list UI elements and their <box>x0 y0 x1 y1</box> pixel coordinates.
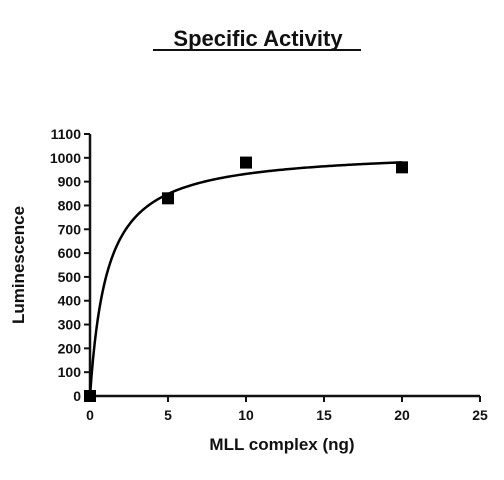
y-tick-label: 700 <box>58 221 82 237</box>
x-tick-label: 0 <box>86 407 94 423</box>
data-point <box>396 161 408 174</box>
y-tick-label: 0 <box>73 388 81 404</box>
y-tick-label: 1000 <box>50 150 81 166</box>
chart-title: Specific Activity <box>173 26 343 51</box>
y-tick-label: 500 <box>58 269 82 285</box>
y-tick-label: 400 <box>58 293 82 309</box>
y-tick-label: 900 <box>58 174 82 190</box>
y-tick-label: 800 <box>58 197 82 213</box>
data-point <box>240 156 252 169</box>
x-tick-label: 15 <box>316 407 332 423</box>
y-tick-label: 100 <box>58 364 82 380</box>
fit-curve-group <box>88 161 403 397</box>
fit-curve <box>88 161 403 397</box>
y-tick-label: 600 <box>58 245 82 261</box>
x-tick-label: 25 <box>472 407 488 423</box>
y-tick-label: 1100 <box>51 126 82 142</box>
axes: 0 5 10 15 20 25 0 100 200 300 400 500 600 700 800 900 10… <box>50 126 488 423</box>
x-tick-label: 10 <box>238 407 254 423</box>
y-axis-label: Luminescence <box>9 206 28 324</box>
data-points <box>84 156 408 402</box>
y-tick-label: 300 <box>58 317 82 333</box>
data-point <box>84 390 96 402</box>
x-axis-label: MLL complex (ng) <box>209 435 354 454</box>
x-tick-label: 5 <box>164 407 172 423</box>
data-point <box>162 192 174 205</box>
y-tick-label: 200 <box>58 340 82 356</box>
x-tick-label: 20 <box>394 407 410 423</box>
